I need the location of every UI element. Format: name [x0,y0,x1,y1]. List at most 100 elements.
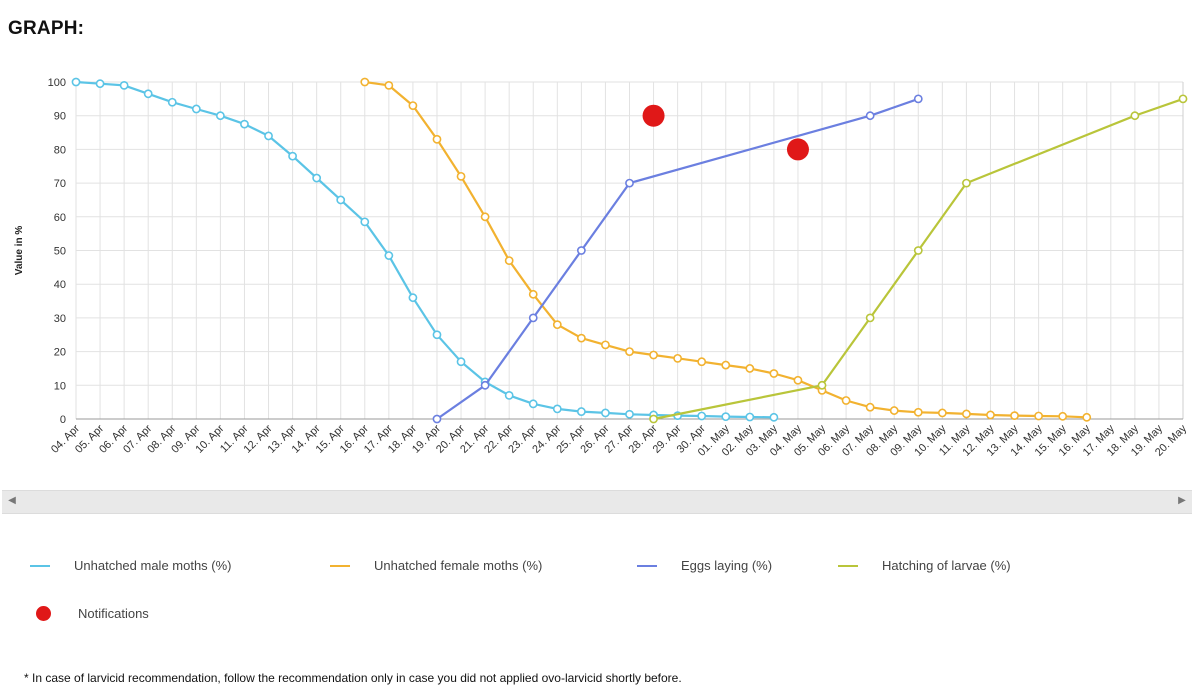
data-point [1034,411,1044,421]
legend-item-eggs-laying[interactable]: Eggs laying (%) [637,558,772,573]
data-point [432,414,442,424]
data-point [576,333,586,343]
data-point [962,409,971,419]
data-point [1082,412,1092,422]
data-point [1010,411,1019,421]
legend-item-female-moths[interactable]: Unhatched female moths (%) [330,558,542,573]
data-point [697,411,707,421]
legend-line-icon [30,564,50,567]
data-point [360,217,370,227]
data-point [552,320,562,330]
data-point [432,330,442,340]
y-tick-label: 100 [48,77,66,89]
data-point [71,77,81,87]
y-tick-label: 20 [54,347,66,359]
data-point [576,246,586,255]
legend-label: Unhatched male moths (%) [74,558,232,573]
series-3 [649,94,1188,424]
data-point [336,195,346,205]
data-point [986,410,995,420]
notification-marker[interactable] [786,138,809,161]
data-point [312,173,322,183]
data-point [504,256,514,266]
data-point [528,399,538,409]
data-point [889,406,899,415]
data-point [1130,111,1140,121]
data-point [240,119,249,129]
data-point [480,380,490,390]
chart-horizontal-scrollbar[interactable]: ◀ ▶ [2,490,1192,514]
data-point [721,412,731,422]
data-point [1058,411,1068,421]
data-point [913,94,923,104]
data-point [649,350,658,360]
data-point [865,111,875,121]
data-point [215,111,225,121]
legend-item-hatching-larvae[interactable]: Hatching of larvae (%) [838,558,1011,573]
data-point [264,131,273,141]
y-tick-label: 70 [54,178,66,190]
data-point [913,246,923,255]
data-point [576,407,586,416]
legend-label: Hatching of larvae (%) [882,558,1011,573]
data-point [143,89,153,99]
data-point [384,80,394,90]
series-1 [360,77,1092,422]
data-point [865,313,875,323]
y-tick-label: 0 [60,414,66,426]
data-point [745,412,755,422]
y-tick-label: 50 [54,246,66,258]
y-tick-label: 10 [54,380,66,392]
y-tick-label: 80 [54,144,66,156]
data-point [432,134,442,144]
y-axis-title: Value in % [14,226,25,276]
data-point [841,396,851,405]
data-point [167,97,177,107]
data-point [408,101,418,110]
data-point [937,408,947,418]
data-point [528,313,538,323]
data-point [745,364,755,373]
data-point [721,360,731,370]
data-point [601,408,610,418]
data-point [528,289,538,299]
data-point [119,80,129,90]
data-point [601,340,610,350]
scroll-right-arrow-icon[interactable]: ▶ [1178,495,1186,506]
data-point [408,293,418,303]
y-tick-label: 40 [54,279,66,291]
data-point [480,212,490,222]
notification-marker[interactable] [642,104,665,127]
legend-label: Unhatched female moths (%) [374,558,543,573]
legend-item-notifications[interactable]: Notifications [33,606,149,621]
y-tick-label: 30 [54,313,66,325]
scroll-left-arrow-icon[interactable]: ◀ [8,495,16,506]
data-point [95,79,105,89]
footnote: * In case of larvicid recommendation, fo… [24,671,682,685]
data-point [769,412,779,422]
page-title: GRAPH: [8,18,85,39]
y-tick-label: 60 [54,212,66,224]
data-point [817,380,827,390]
data-point [384,251,394,260]
chart-legend: Unhatched male moths (%) Unhatched femal… [30,558,1180,638]
data-point [288,151,297,161]
data-point [673,353,683,363]
data-point [793,375,803,385]
legend-item-male-moths[interactable]: Unhatched male moths (%) [30,558,232,573]
notification-dot-icon [36,606,51,621]
data-point [697,357,707,367]
legend-label: Eggs laying (%) [681,558,773,573]
data-point [649,414,658,424]
data-point [913,407,923,417]
legend-label: Notifications [78,606,149,621]
data-point [769,369,779,378]
data-point [504,391,514,400]
data-point [191,104,201,114]
y-tick-label: 90 [54,111,66,123]
data-point [962,178,971,188]
data-point [1178,94,1188,104]
data-point [625,178,634,188]
data-point [360,77,370,87]
